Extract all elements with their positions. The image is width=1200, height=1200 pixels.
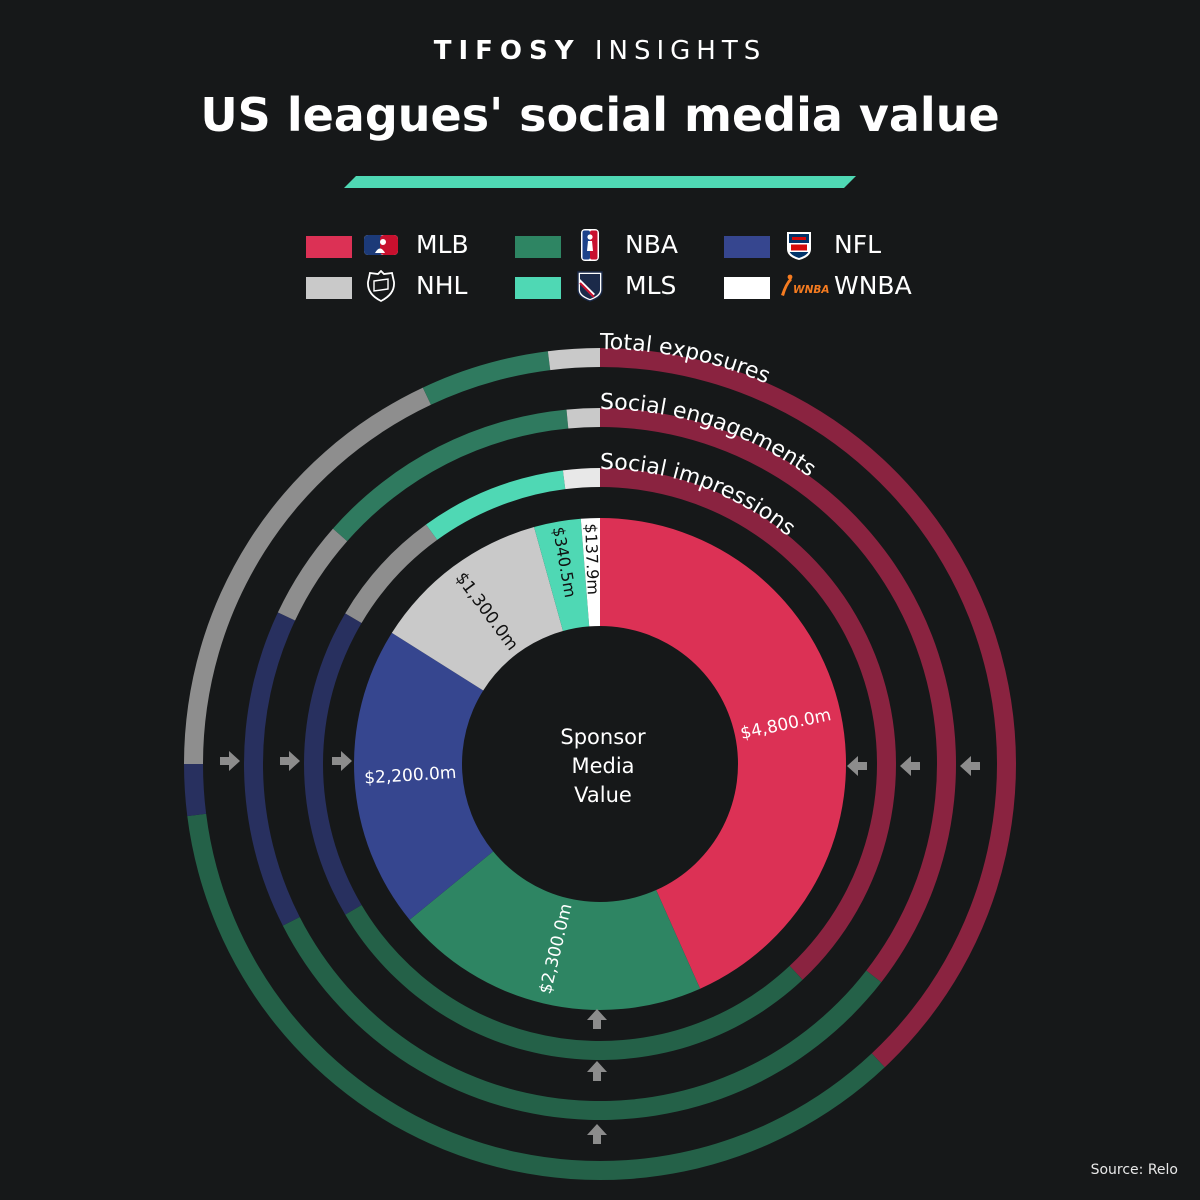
slice-mls — [534, 518, 590, 632]
slice-label-wnba: $137.9m — [581, 523, 603, 595]
legend: MLB NBA NFL NHL MLS WNBA WNBA — [0, 228, 1200, 308]
ring-arc-social-impressions-mls — [426, 470, 566, 540]
mlb-logo-icon — [364, 230, 398, 260]
ring-arc-total-exposures-mls — [422, 351, 551, 405]
arrow-left-middle-icon — [900, 756, 920, 776]
ring-arc-social-engagements-nfl — [243, 612, 300, 926]
title-underline — [344, 176, 856, 188]
arrow-left-outer-icon — [960, 756, 980, 776]
rings-layer — [184, 348, 1017, 1181]
brand-light: INSIGHTS — [594, 36, 767, 66]
ring-arc-social-impressions-nba — [345, 905, 803, 1060]
ring-total-exposures — [184, 348, 1017, 1181]
page-title: US leagues' social media value — [200, 88, 1000, 142]
ring-arc-social-engagements-mlb — [600, 408, 956, 983]
arrow-right-inner-icon — [332, 751, 352, 771]
slice-wnba — [580, 518, 600, 627]
ring-arc-social-impressions-wnba — [562, 468, 600, 490]
center-label-line-1: Sponsor — [560, 725, 646, 749]
ring-arc-total-exposures-nba — [187, 813, 885, 1181]
mls-logo-icon — [573, 271, 607, 302]
ring-arc-total-exposures-nfl — [184, 764, 207, 817]
source-note: Source: Relo — [1090, 1162, 1178, 1178]
legend-swatch-wnba — [724, 277, 770, 299]
legend-swatch-nba — [515, 236, 561, 258]
legend-label-nhl: NHL — [416, 271, 468, 300]
ring-arc-social-engagements-wnba — [566, 408, 600, 429]
arrow-up-middle-icon — [587, 1061, 607, 1081]
ring-arc-total-exposures-nhl — [184, 387, 431, 764]
arrow-right-middle-icon — [280, 751, 300, 771]
ring-social-engagements — [243, 408, 956, 1120]
ring-arc-social-engagements-nhl — [277, 528, 348, 621]
ring-arc-social-impressions-mlb — [600, 468, 897, 980]
inner-donut — [354, 518, 847, 1010]
ring-arc-social-impressions-nfl — [304, 613, 362, 915]
arrow-up-outer-icon — [587, 1124, 607, 1144]
brand-wordmark: TIFOSY INSIGHTS — [0, 36, 1200, 66]
arrow-right-outer-icon — [220, 751, 240, 771]
slice-nfl — [354, 632, 494, 920]
ring-arc-social-engagements-mls — [332, 409, 569, 542]
legend-swatch-nfl — [724, 236, 770, 258]
wnba-logo-text: WNBA — [793, 284, 830, 296]
legend-swatch-mlb — [306, 236, 352, 258]
nhl-logo-icon — [364, 270, 398, 302]
slice-nhl — [391, 526, 564, 691]
center-label-line-3: Value — [574, 783, 632, 807]
legend-label-nfl: NFL — [834, 230, 882, 259]
ring-arc-social-impressions-nhl — [345, 524, 438, 623]
ring-arc-total-exposures-wnba — [547, 348, 600, 371]
legend-label-wnba: WNBA — [834, 271, 912, 300]
legend-swatch-nhl — [306, 277, 352, 299]
brand-bold: TIFOSY — [433, 36, 581, 66]
ring-arc-social-engagements-nba — [282, 916, 882, 1120]
legend-label-nba: NBA — [625, 230, 678, 259]
arrow-left-inner-icon — [847, 756, 867, 776]
legend-label-mlb: MLB — [416, 230, 469, 259]
nfl-logo-icon — [782, 230, 816, 260]
center-label: Sponsor Media Value — [560, 725, 646, 807]
arrows-layer — [220, 751, 980, 1144]
slice-mlb — [600, 518, 847, 989]
legend-swatch-mls — [515, 277, 561, 299]
slice-nba — [409, 851, 701, 1010]
wnba-logo-icon: WNBA — [778, 271, 830, 301]
arrow-up-inner-icon — [587, 1009, 607, 1029]
center-label-line-2: Media — [571, 754, 634, 778]
nba-logo-icon — [573, 229, 607, 261]
ring-social-impressions — [304, 468, 897, 1060]
legend-label-mls: MLS — [625, 271, 677, 300]
